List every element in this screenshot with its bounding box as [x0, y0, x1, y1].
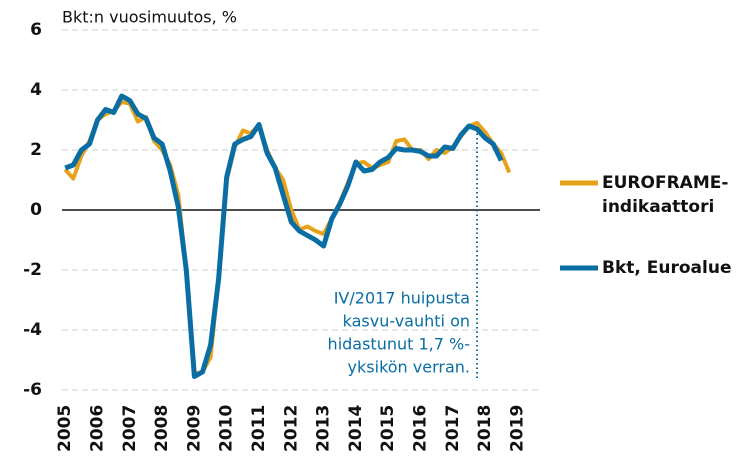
- x-tick-label: 2018: [475, 405, 495, 452]
- y-tick-label: 2: [30, 140, 42, 160]
- annotation: yksikön verran.: [348, 358, 470, 377]
- y-tick-label: -2: [23, 260, 42, 280]
- y-tick-label: 4: [30, 80, 42, 100]
- series-line: [63, 100, 512, 376]
- x-tick-label: 2017: [443, 405, 463, 452]
- x-tick-label: 2014: [346, 405, 366, 452]
- legend-label: EUROFRAME-indikaattori: [602, 173, 728, 217]
- legend-text: indikaattori: [602, 197, 714, 217]
- annotation: kasvu-vauhti on: [343, 312, 470, 331]
- legend-text: Bkt, Euroalue: [602, 258, 731, 278]
- x-tick-label: 2011: [249, 405, 269, 452]
- y-tick-label: -4: [23, 320, 42, 340]
- x-tick-label: 2005: [55, 405, 75, 452]
- chart-title: Bkt:n vuosimuutos, %: [62, 8, 237, 27]
- x-tick-label: 2006: [88, 405, 108, 452]
- x-tick-label: 2012: [281, 405, 301, 452]
- x-tick-label: 2009: [184, 405, 204, 452]
- y-tick-label: -6: [23, 380, 42, 400]
- y-tick-label: 6: [30, 20, 42, 40]
- x-tick-label: 2013: [314, 405, 334, 452]
- x-tick-label: 2016: [411, 405, 431, 452]
- x-tick-label: 2019: [507, 405, 527, 452]
- y-tick-label: 0: [30, 200, 42, 220]
- legend-label: Bkt, Euroalue: [602, 258, 731, 278]
- annotation: hidastunut 1,7 %-: [328, 335, 470, 354]
- series-line: [64, 93, 504, 379]
- x-tick-label: 2010: [217, 405, 237, 452]
- x-tick-label: 2007: [120, 405, 140, 452]
- annotation: IV/2017 huipusta: [334, 289, 470, 308]
- x-tick-label: 2008: [152, 405, 172, 452]
- x-tick-label: 2015: [378, 405, 398, 452]
- legend-text: EUROFRAME-: [602, 173, 728, 193]
